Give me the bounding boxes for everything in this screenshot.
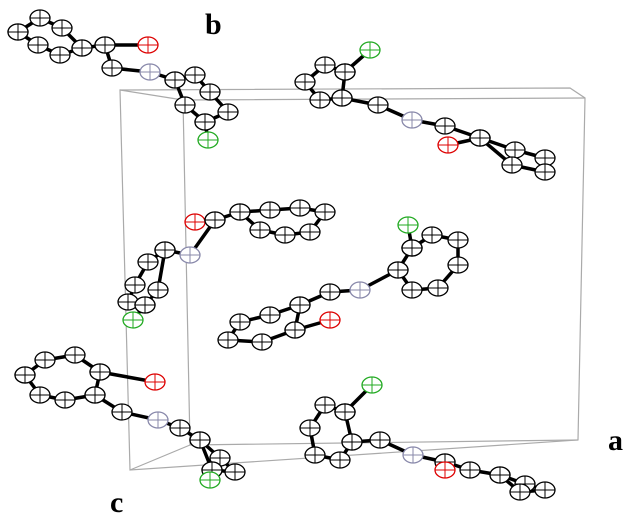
page: b a c (() => { const data = JSON.parse(d…	[0, 0, 625, 521]
molecules	[8, 10, 555, 500]
axis-label-c: c	[110, 486, 123, 519]
crystal-packing-diagram: b a c	[0, 0, 625, 521]
axis-label-a: a	[608, 424, 623, 457]
axis-label-b: b	[205, 8, 222, 41]
bond	[228, 270, 398, 342]
